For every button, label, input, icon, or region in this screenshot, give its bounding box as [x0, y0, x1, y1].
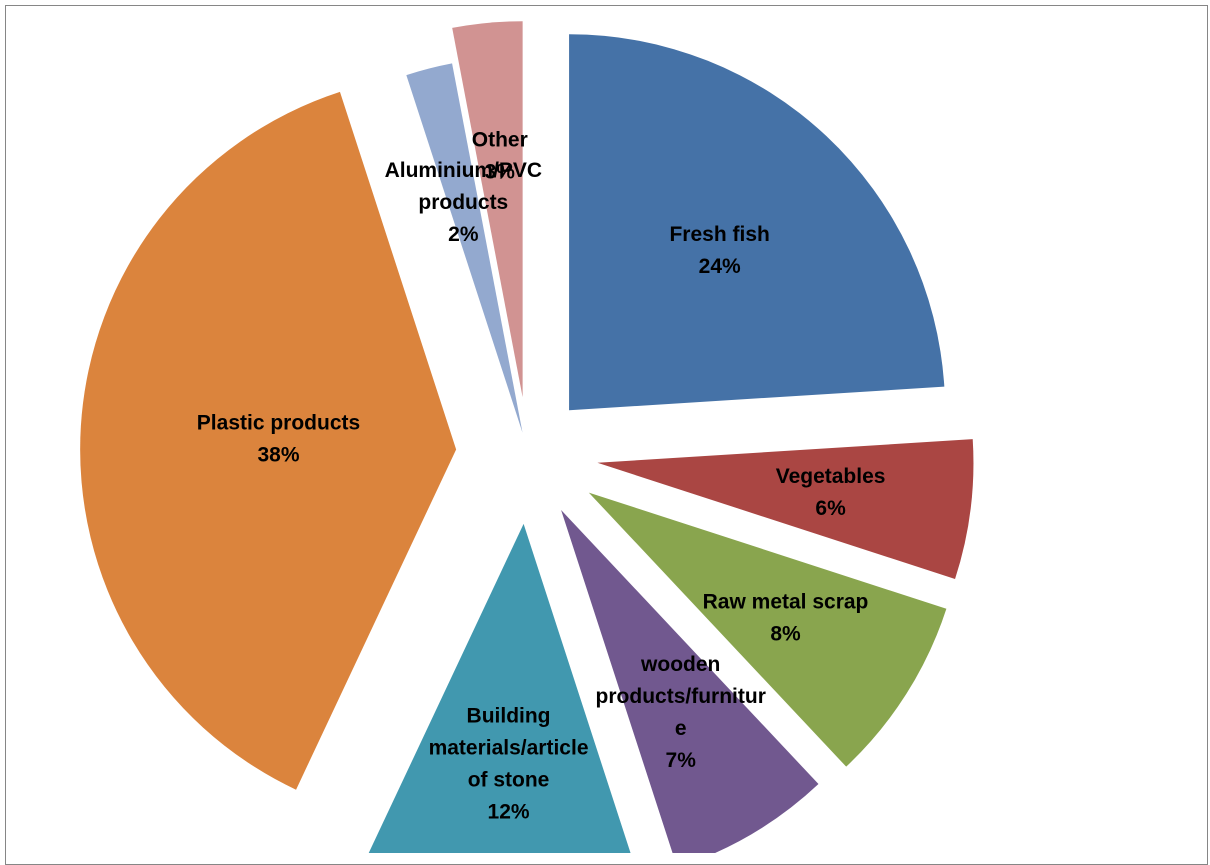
slice-label-aluminium-pvc-products: Aluminium/PVC products 2% [385, 159, 543, 246]
slice-label-raw-metal-scrap: Raw metal scrap 8% [703, 590, 869, 645]
slice-label-building-materials-article-of-stone: Building materials/article of stone 12% [429, 704, 589, 823]
slice-name-line: Plastic products [197, 411, 360, 434]
pie-slice-wooden-products-furniture [561, 509, 819, 853]
pie-labels: Fresh fish 24% Vegetables 6% Raw metal scrap… [197, 128, 886, 823]
pie-slice-fresh-fish [569, 34, 945, 411]
slice-name-line: Fresh fish [669, 223, 769, 246]
slice-percent: 24% [699, 255, 741, 278]
pie-slice-vegetables [597, 439, 974, 579]
pie-slices [80, 21, 974, 853]
pie-slice-other [452, 21, 523, 398]
slice-name-line: products [418, 191, 508, 214]
slice-label-plastic-products: Plastic products 38% [197, 411, 360, 466]
pie-slice-raw-metal-scrap [588, 492, 947, 767]
slice-percent: 7% [666, 749, 697, 772]
slice-label-wooden-products-furniture: wooden products/furnitur e 7% [596, 653, 766, 772]
slice-name-line: Other [472, 128, 528, 151]
slice-percent: 38% [257, 443, 299, 466]
slice-percent: 2% [448, 223, 479, 246]
pie-slice-building-materials-article-of-stone [368, 523, 631, 853]
slice-label-fresh-fish: Fresh fish 24% [669, 223, 769, 278]
slice-name-line: e [675, 717, 687, 740]
slice-label-other: Other 3% [472, 128, 528, 183]
slice-percent: 3% [485, 160, 516, 183]
slice-percent: 8% [770, 622, 801, 645]
pie-slice-aluminium-pvc-products [406, 63, 523, 433]
pie-slice-plastic-products [80, 91, 457, 790]
slice-name-line: Raw metal scrap [703, 590, 869, 613]
slice-name-line: of stone [468, 768, 550, 791]
slice-name-line: products/furnitur [596, 685, 766, 708]
slice-percent: 6% [815, 497, 846, 520]
slice-name-line: Aluminium/PVC [385, 159, 543, 182]
slice-name-line: Vegetables [776, 465, 886, 488]
slice-label-vegetables: Vegetables 6% [776, 465, 886, 520]
slice-name-line: wooden [640, 653, 720, 676]
slice-percent: 12% [488, 800, 530, 823]
slice-name-line: Building [467, 704, 551, 727]
slice-name-line: materials/article [429, 736, 589, 759]
